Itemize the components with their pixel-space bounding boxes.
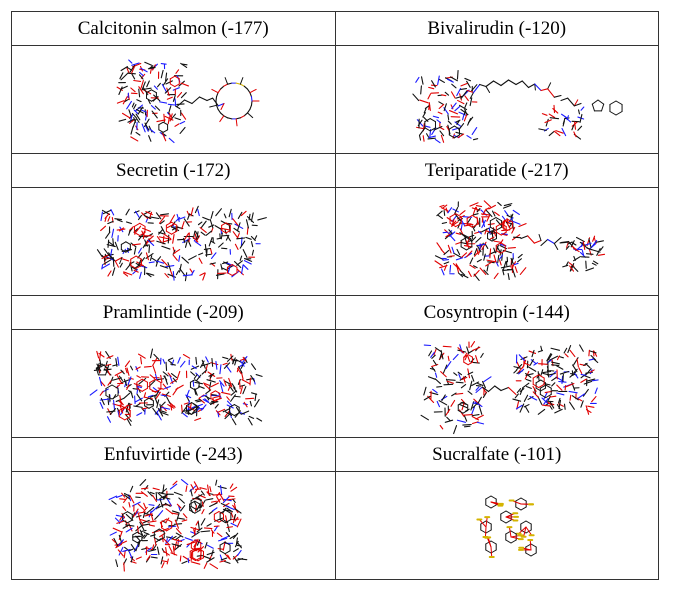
molecule-label: Cosyntropin (-144) — [334, 295, 659, 330]
molecule-label: Calcitonin salmon (-177) — [11, 11, 336, 46]
molecule-label: Teriparatide (-217) — [334, 153, 659, 188]
molecule-table: Calcitonin salmon (-177) Bivalirudin (-1… — [11, 11, 659, 580]
molecule-label: Secretin (-172) — [11, 153, 336, 188]
molecule-structure-enfuvirtide — [108, 479, 248, 572]
molecule-label: Bivalirudin (-120) — [334, 11, 659, 46]
molecule-structure-bivalirudin — [411, 70, 623, 144]
molecule-structure-secretin — [96, 205, 267, 282]
molecule-label: Enfuvirtide (-243) — [11, 437, 336, 472]
molecule-label: Pramlintide (-209) — [11, 295, 336, 330]
molecule-structure-teriparatide — [433, 200, 605, 281]
molecule-label: Sucralfate (-101) — [334, 437, 659, 472]
molecule-structure-sucralfate — [475, 495, 537, 558]
molecule-structure-pramlintide — [89, 348, 263, 426]
molecule-structure-calcitonin — [116, 59, 260, 144]
molecule-structure-cosyntropin — [420, 341, 599, 435]
